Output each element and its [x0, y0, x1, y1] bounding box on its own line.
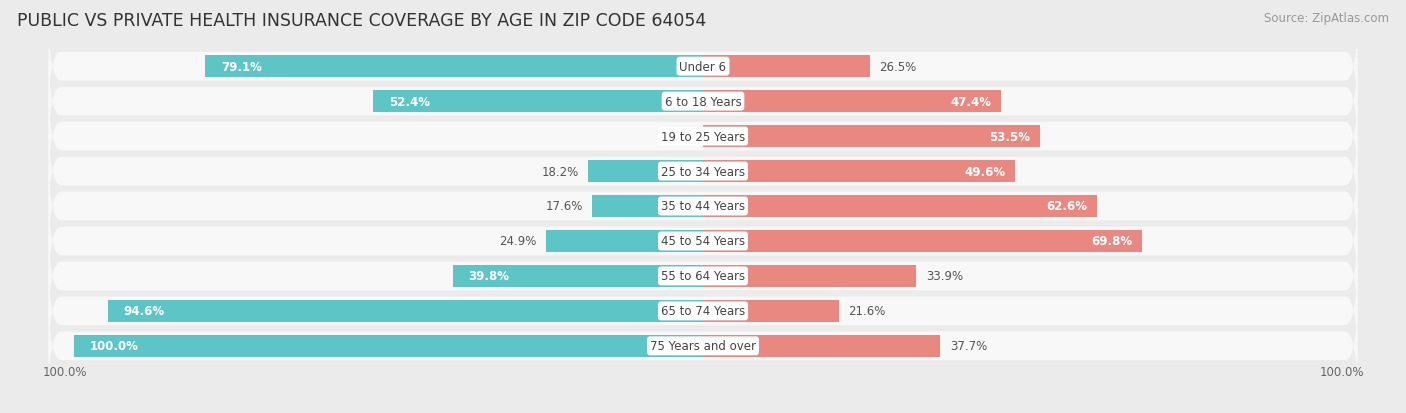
Text: Under 6: Under 6 [679, 61, 727, 74]
Text: 100.0%: 100.0% [90, 339, 138, 352]
FancyBboxPatch shape [48, 81, 1358, 192]
Text: 24.9%: 24.9% [499, 235, 537, 248]
FancyBboxPatch shape [48, 116, 1358, 227]
FancyBboxPatch shape [48, 221, 1358, 332]
Text: 100.0%: 100.0% [1319, 365, 1364, 378]
Text: 37.7%: 37.7% [949, 339, 987, 352]
Text: 100.0%: 100.0% [42, 365, 87, 378]
Bar [703, 335, 941, 357]
Text: 94.6%: 94.6% [124, 305, 165, 318]
Text: 18.2%: 18.2% [541, 165, 579, 178]
Text: 45 to 54 Years: 45 to 54 Years [661, 235, 745, 248]
Text: PUBLIC VS PRIVATE HEALTH INSURANCE COVERAGE BY AGE IN ZIP CODE 64054: PUBLIC VS PRIVATE HEALTH INSURANCE COVER… [17, 12, 706, 30]
Text: 19 to 25 Years: 19 to 25 Years [661, 130, 745, 143]
Text: 35 to 44 Years: 35 to 44 Years [661, 200, 745, 213]
Text: 25 to 34 Years: 25 to 34 Years [661, 165, 745, 178]
Bar [703, 126, 1039, 147]
Text: 47.4%: 47.4% [950, 95, 991, 108]
Bar [703, 91, 1001, 113]
Text: 69.8%: 69.8% [1091, 235, 1133, 248]
Text: 53.5%: 53.5% [990, 130, 1031, 143]
Text: 49.6%: 49.6% [965, 165, 1005, 178]
Text: 55 to 64 Years: 55 to 64 Years [661, 270, 745, 283]
Bar [703, 56, 870, 78]
Bar [547, 230, 703, 252]
FancyBboxPatch shape [48, 12, 1358, 122]
Bar [589, 161, 703, 183]
Bar [703, 161, 1015, 183]
FancyBboxPatch shape [48, 256, 1358, 367]
Text: 52.4%: 52.4% [389, 95, 430, 108]
Bar [703, 300, 839, 322]
Bar [703, 266, 917, 287]
Bar [373, 91, 703, 113]
Text: 75 Years and over: 75 Years and over [650, 339, 756, 352]
Text: 21.6%: 21.6% [848, 305, 886, 318]
Text: 39.8%: 39.8% [468, 270, 509, 283]
FancyBboxPatch shape [48, 46, 1358, 157]
Bar [73, 335, 703, 357]
FancyBboxPatch shape [48, 291, 1358, 401]
Text: 17.6%: 17.6% [546, 200, 583, 213]
Text: Source: ZipAtlas.com: Source: ZipAtlas.com [1264, 12, 1389, 25]
Bar [703, 230, 1142, 252]
Text: 26.5%: 26.5% [879, 61, 917, 74]
Bar [453, 266, 703, 287]
FancyBboxPatch shape [48, 186, 1358, 297]
Bar [205, 56, 703, 78]
Bar [592, 196, 703, 217]
Text: 6 to 18 Years: 6 to 18 Years [665, 95, 741, 108]
Bar [108, 300, 703, 322]
FancyBboxPatch shape [48, 151, 1358, 262]
Bar [703, 196, 1097, 217]
Text: 0.0%: 0.0% [664, 130, 693, 143]
Text: 79.1%: 79.1% [221, 61, 262, 74]
Text: 33.9%: 33.9% [925, 270, 963, 283]
Text: 65 to 74 Years: 65 to 74 Years [661, 305, 745, 318]
Text: 62.6%: 62.6% [1046, 200, 1087, 213]
